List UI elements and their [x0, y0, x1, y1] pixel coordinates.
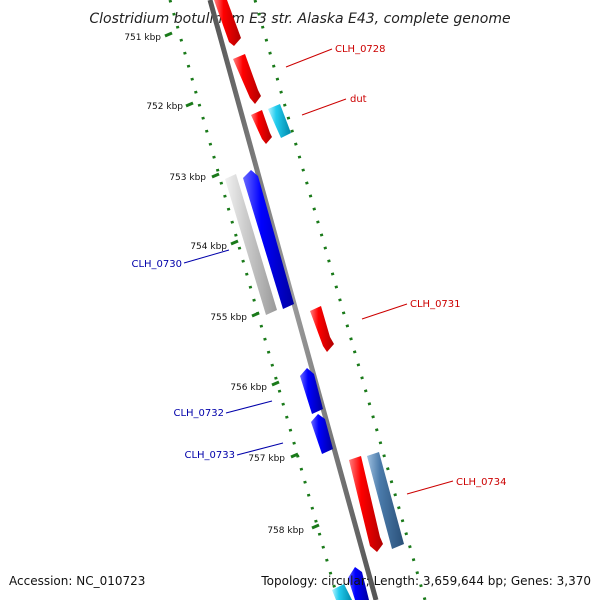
- tick-mark-758: [311, 523, 320, 530]
- gene-clh-0734-other: [367, 452, 404, 549]
- tick-mark-752: [185, 101, 194, 108]
- gene-clh-0733: [311, 414, 333, 454]
- tick-ring-inner: [168, 0, 340, 600]
- tick-mark-755: [251, 311, 260, 318]
- genome-backbone: [207, 0, 379, 600]
- leader-clh-0731: [361, 303, 408, 320]
- leader-clh-0732: [225, 400, 273, 414]
- leader-clh-0730: [183, 249, 230, 264]
- gene-dut-rna: [268, 104, 291, 138]
- tick-label-757: 757 kbp: [248, 454, 285, 464]
- gene-clh-0731: [310, 306, 334, 352]
- tick-labels: 751 kbp 752 kbp 753 kbp 754 kbp 755 kbp …: [124, 33, 304, 536]
- accession-text: Accession: NC_010723: [9, 574, 146, 588]
- gene-clh-0730-pseudo: [225, 174, 277, 315]
- tick-label-755: 755 kbp: [210, 313, 247, 323]
- tick-label-751: 751 kbp: [124, 33, 161, 43]
- tick-mark-757: [290, 452, 299, 459]
- tick-label-756: 756 kbp: [230, 383, 267, 393]
- gene-bottom-blue: [348, 567, 369, 600]
- tick-marks: [164, 31, 320, 530]
- label-clh-0728[interactable]: CLH_0728: [335, 44, 386, 55]
- label-clh-0732[interactable]: CLH_0732: [173, 408, 224, 419]
- label-clh-0733[interactable]: CLH_0733: [184, 450, 235, 461]
- leader-clh-0728: [285, 48, 333, 68]
- gene-clh-0730: [243, 170, 294, 309]
- label-clh-0730[interactable]: CLH_0730: [131, 259, 182, 270]
- gene-clh-0728: [233, 54, 261, 104]
- tick-label-753: 753 kbp: [169, 173, 206, 183]
- label-clh-0731[interactable]: CLH_0731: [410, 299, 461, 310]
- leader-dut: [301, 98, 347, 116]
- leader-clh-0734: [406, 480, 454, 495]
- tick-mark-751: [164, 31, 173, 38]
- tick-label-752: 752 kbp: [146, 102, 183, 112]
- gene-clh-0732: [300, 368, 323, 414]
- genome-summary-text: Topology: circular; Length: 3,659,644 bp…: [261, 574, 591, 588]
- tick-mark-756: [271, 380, 280, 387]
- tick-label-754: 754 kbp: [190, 242, 227, 252]
- tick-label-758: 758 kbp: [267, 526, 304, 536]
- gene-dut: [251, 110, 272, 144]
- label-clh-0734[interactable]: CLH_0734: [456, 477, 507, 488]
- gene-bottom-cyan: [332, 584, 352, 600]
- leader-clh-0733: [236, 442, 284, 456]
- map-title: Clostridium botulinum E3 str. Alaska E43…: [89, 11, 510, 27]
- gene-top-red: [214, 0, 241, 46]
- tick-mark-754: [230, 239, 239, 246]
- label-dut[interactable]: dut: [350, 94, 367, 105]
- gene-clh-0734: [349, 456, 383, 552]
- tick-mark-753: [211, 172, 220, 179]
- tick-ring-outer: [253, 0, 427, 600]
